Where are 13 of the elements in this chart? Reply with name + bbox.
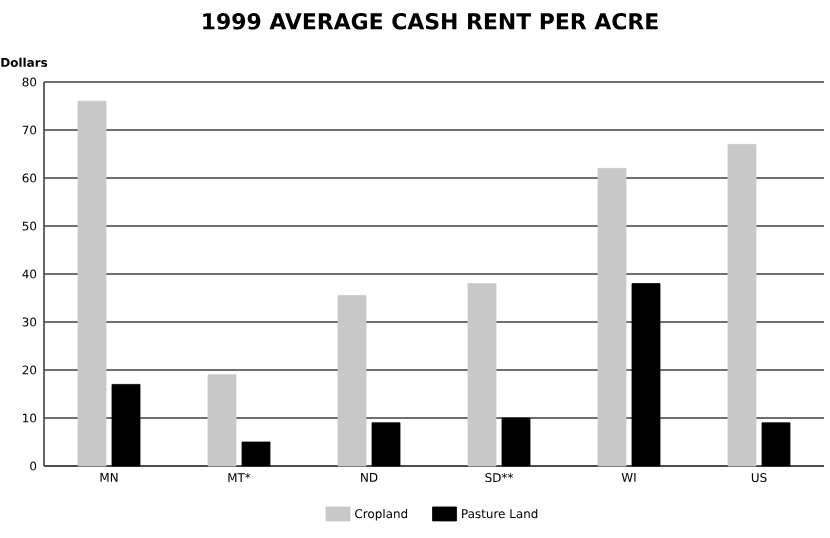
bar [77,100,107,467]
chart-title: 1999 AVERAGE CASH RENT PER ACRE [203,13,658,30]
bar [337,295,367,467]
bar [501,417,531,467]
bar [371,422,401,467]
bar [597,168,627,467]
bar [727,144,757,467]
bar [761,422,791,467]
bar [631,283,661,467]
bar [467,283,497,467]
bar [111,384,141,467]
bar [207,374,237,467]
bar [241,441,271,467]
